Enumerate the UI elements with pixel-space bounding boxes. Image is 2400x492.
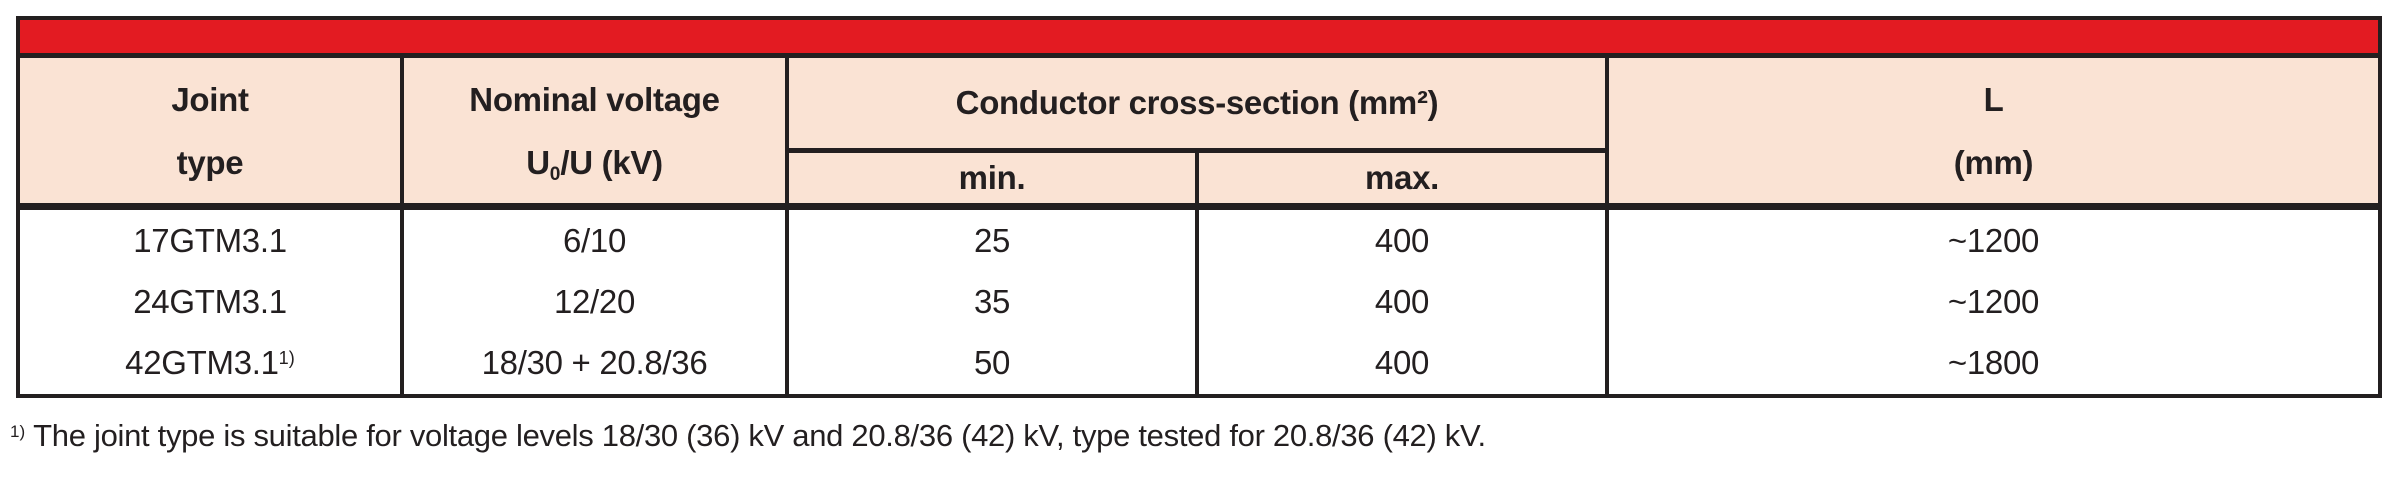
col-header-nominal-voltage-line1: Nominal voltage [469, 80, 720, 118]
col-header-joint-type-line1: Joint [171, 80, 249, 118]
cell-cross-section-max: 400 [1199, 271, 1609, 333]
cell-cross-section-max: 400 [1199, 210, 1609, 272]
footnote-ref: 1) [278, 348, 295, 369]
col-header-length-line2: (mm) [1953, 143, 2034, 181]
table-body: 17GTM3.1 6/10 25 400 ~1200 24GTM3.1 12/2… [20, 210, 2378, 394]
table-header: Joint type Nominal voltage U0/U (kV) Con… [20, 58, 2378, 210]
joint-spec-table: Joint type Nominal voltage U0/U (kV) Con… [16, 16, 2382, 398]
cell-length: ~1200 [1947, 221, 2040, 259]
col-header-joint-type-line2: type [176, 143, 244, 181]
cell-nominal-voltage: 18/30 + 20.8/36 [404, 332, 789, 394]
cell-joint-type: 17GTM3.1 [20, 210, 404, 272]
cell-length: ~1200 [1947, 282, 2040, 320]
cell-cross-section-min: 50 [789, 332, 1199, 394]
cell-nominal-voltage: 12/20 [404, 271, 789, 333]
footnote: 1) The joint type is suitable for voltage… [10, 416, 1486, 456]
cell-length: ~1800 [1947, 344, 2040, 382]
col-header-max: max. [1199, 153, 1609, 203]
col-header-length: L (mm) [1609, 58, 2378, 203]
cell-cross-section-max: 400 [1199, 332, 1609, 394]
cell-cross-section-min: 35 [789, 271, 1199, 333]
footnote-marker: 1) [10, 421, 26, 441]
col-header-nominal-voltage: Nominal voltage U0/U (kV) [404, 58, 789, 203]
red-title-band [20, 20, 2378, 58]
u0-subscript: 0 [549, 164, 561, 186]
cell-joint-type: 24GTM3.1 [20, 271, 404, 333]
col-header-length-line1: L [1983, 80, 2004, 118]
cell-nominal-voltage: 6/10 [404, 210, 789, 272]
footnote-text: The joint type is suitable for voltage l… [33, 418, 1486, 453]
cell-cross-section-min: 25 [789, 210, 1199, 272]
col-header-conductor-cross-section: Conductor cross-section (mm²) [789, 58, 1609, 153]
col-header-min: min. [789, 153, 1199, 203]
col-header-joint-type: Joint type [20, 58, 404, 203]
cell-joint-type: 42GTM3.11) [20, 332, 404, 394]
col-header-nominal-voltage-symbol: U0/U (kV) [526, 143, 663, 186]
